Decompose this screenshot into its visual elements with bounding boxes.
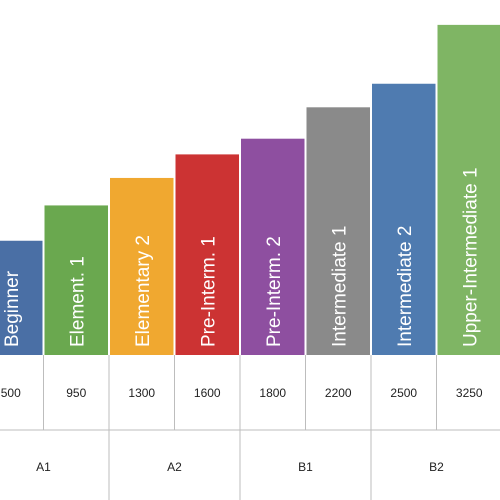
bar-label: Intermediate 1 xyxy=(329,226,350,347)
cefr-level-label: B2 xyxy=(429,460,444,474)
table-grid xyxy=(0,355,500,500)
bar xyxy=(372,83,436,355)
bar-label: Element. 1 xyxy=(67,256,88,347)
cefr-level-label: A1 xyxy=(36,460,51,474)
bar xyxy=(44,205,108,355)
value-label: 1800 xyxy=(259,386,286,400)
cefr-row: A1 A2 B1 B2 xyxy=(36,460,444,474)
value-label: 950 xyxy=(66,386,86,400)
value-row: 500 950 1300 1600 1800 2200 2500 3250 xyxy=(1,386,483,400)
value-label: 3250 xyxy=(456,386,483,400)
bar xyxy=(0,240,43,355)
value-label: 2500 xyxy=(390,386,417,400)
bar xyxy=(306,107,370,355)
bar xyxy=(110,177,174,355)
value-label: 1600 xyxy=(194,386,221,400)
bar-label: Pre-Interm. 2 xyxy=(264,236,285,347)
bar xyxy=(437,24,500,355)
cefr-level-label: B1 xyxy=(298,460,313,474)
bar-label: Beginner xyxy=(2,270,23,347)
value-label: 1300 xyxy=(128,386,155,400)
bar xyxy=(241,138,305,355)
value-label: 2200 xyxy=(325,386,352,400)
bar-label: Elementary 2 xyxy=(133,235,154,347)
cefr-level-label: A2 xyxy=(167,460,182,474)
bar xyxy=(175,154,239,355)
bar-label: Upper-Intermediate 1 xyxy=(460,167,481,347)
bar-label: Intermediate 2 xyxy=(395,226,416,347)
bar-label: Pre-Interm. 1 xyxy=(198,236,219,347)
bars-group: Beginner Element. 1 Elementary 2 Pre-Interm… xyxy=(0,24,500,355)
value-label: 500 xyxy=(1,386,21,400)
